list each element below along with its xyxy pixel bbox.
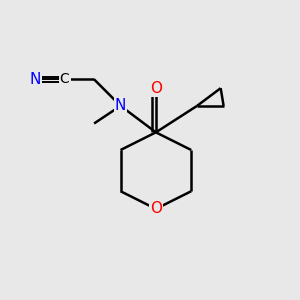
Text: O: O [150, 201, 162, 216]
Text: C: C [60, 72, 70, 86]
Text: O: O [150, 81, 162, 96]
Text: N: N [115, 98, 126, 113]
Text: N: N [29, 72, 41, 87]
